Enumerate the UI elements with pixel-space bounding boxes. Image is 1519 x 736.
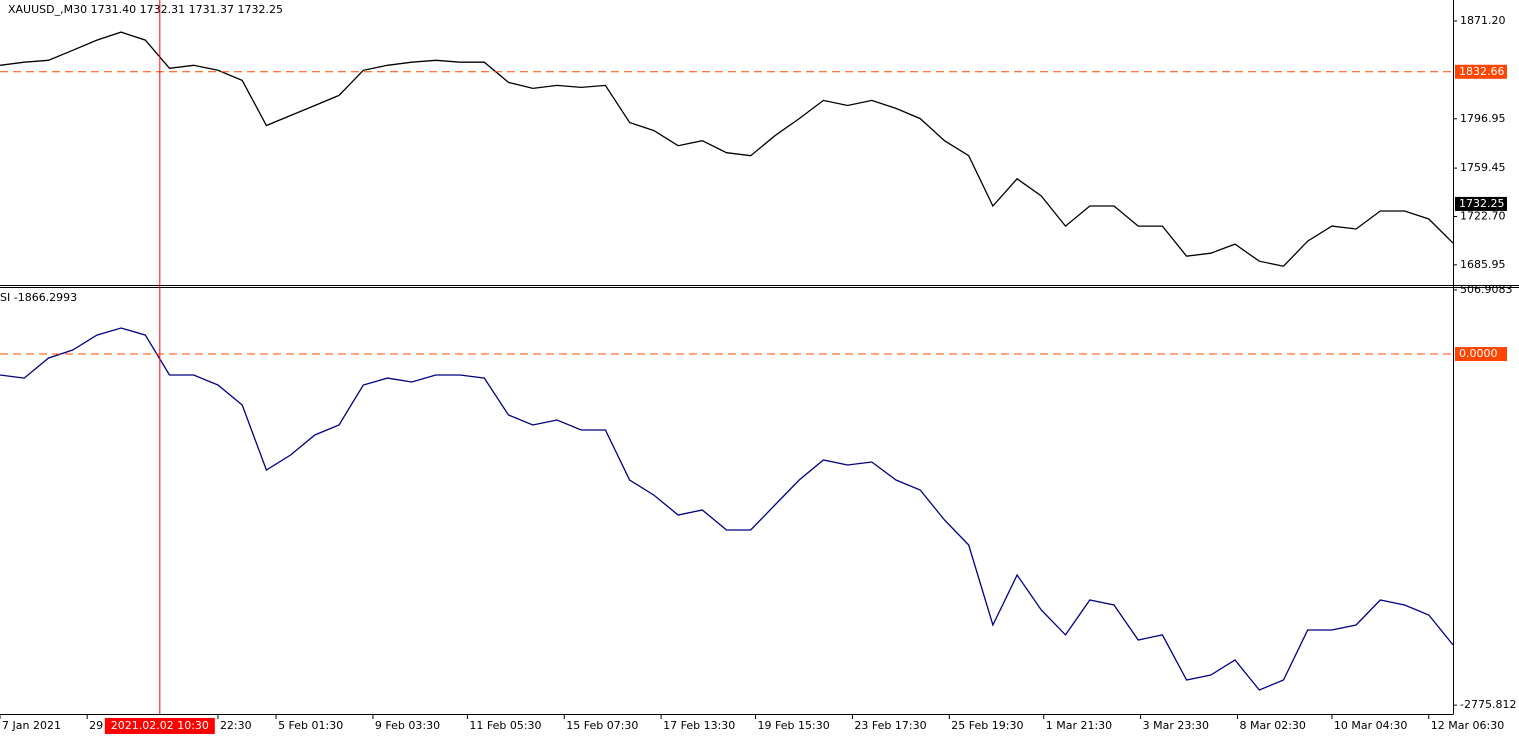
x-tick-label: 17 Feb 13:30	[663, 719, 735, 732]
x-tick-label: 29	[89, 719, 103, 732]
x-tick-label: 8 Mar 02:30	[1239, 719, 1305, 732]
x-tick-label: 5 Feb 01:30	[278, 719, 343, 732]
x-tick-label: 7 Jan 2021	[2, 719, 61, 732]
price-line	[0, 327, 1454, 691]
x-tick-label: 9 Feb 03:30	[375, 719, 440, 732]
x-tick-label: 10 Mar 04:30	[1334, 719, 1407, 732]
panel-title: SI -1866.2993	[0, 291, 77, 304]
x-tick-label: 3 Mar 23:30	[1143, 719, 1209, 732]
y-tick-label: -2775.812	[1460, 698, 1516, 711]
price-label-bg	[1455, 196, 1507, 211]
y-tick-label: 1759.45	[1460, 161, 1506, 174]
level-label: 0.0000	[1459, 347, 1498, 360]
level-label-bg	[1455, 64, 1507, 79]
y-tick-label: 1796.95	[1460, 112, 1506, 125]
x-tick-label: 23 Feb 17:30	[854, 719, 926, 732]
x-tick-label: 15 Feb 07:30	[566, 719, 638, 732]
x-tick-label: 19 Feb 15:30	[758, 719, 830, 732]
y-tick-label: 1871.20	[1460, 14, 1506, 27]
y-tick-label: 1685.95	[1460, 258, 1506, 271]
price-label: 1732.25	[1459, 197, 1505, 210]
x-tick-label: 12 Mar 06:30	[1431, 719, 1504, 732]
y-tick-label: 506.9083	[1460, 283, 1513, 296]
level-label: 1832.66	[1459, 65, 1505, 78]
price-line	[0, 31, 1454, 267]
x-tick-label: 22:30	[220, 719, 252, 732]
y-tick-label: 1722.70	[1460, 209, 1506, 222]
level-label-bg	[1455, 347, 1507, 362]
x-tick-label: 11 Feb 05:30	[469, 719, 541, 732]
panel-title: XAUUSD_,M30 1731.40 1732.31 1731.37 1732…	[8, 3, 283, 16]
x-tick-label: 25 Feb 19:30	[951, 719, 1023, 732]
crosshair-label: 2021.02.02 10:30	[111, 719, 209, 732]
x-tick-label: 1 Mar 21:30	[1046, 719, 1112, 732]
crosshair-label-bg	[104, 718, 215, 734]
